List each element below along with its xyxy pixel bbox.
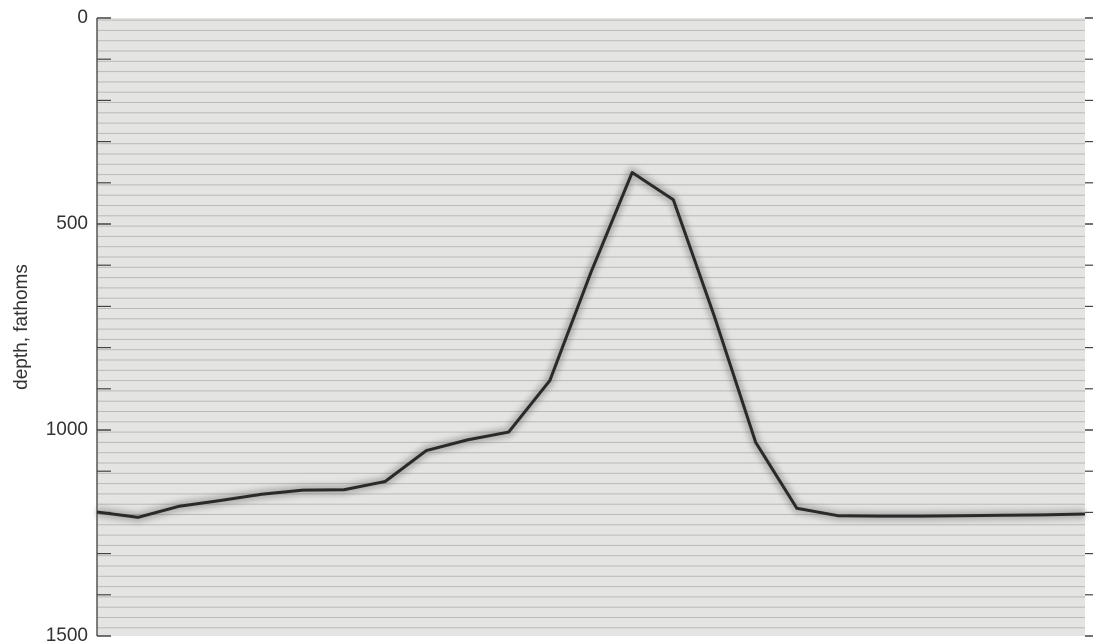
y-tick-label: 1500 [46, 625, 88, 644]
echogram-paper [97, 18, 1085, 636]
y-tick-label: 1000 [46, 419, 88, 440]
page: depth, fathoms 050010001500 (() => { con… [0, 0, 1093, 644]
y-axis-label: depth, fathoms [11, 264, 32, 390]
y-tick-label: 500 [56, 213, 88, 234]
chart: depth, fathoms 0 500 1000 1500 [0, 0, 1093, 644]
y-tick-label: 0 [77, 7, 88, 28]
